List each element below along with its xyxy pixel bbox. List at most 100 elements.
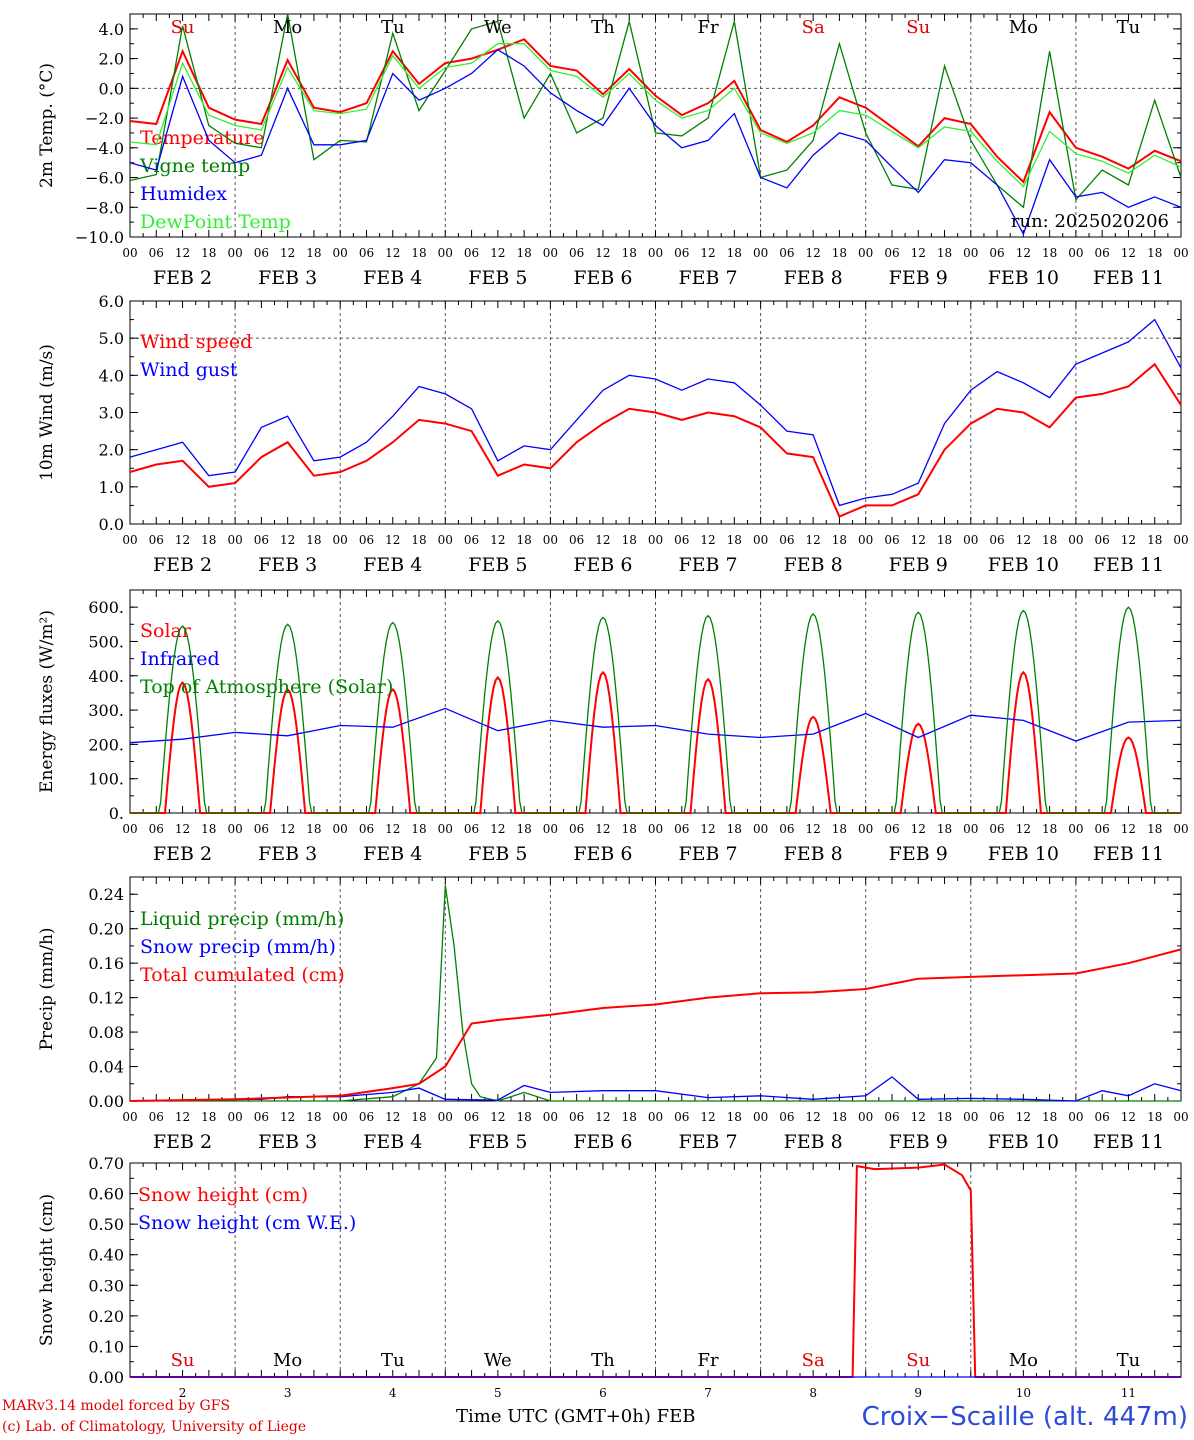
hour-tick-label: 00 bbox=[438, 822, 453, 836]
hour-tick-label: 00 bbox=[648, 533, 663, 547]
hour-tick-label: 00 bbox=[543, 1110, 558, 1124]
day-label: FEB 6 bbox=[573, 267, 632, 289]
hour-tick-label: 00 bbox=[227, 822, 242, 836]
day-label: FEB 2 bbox=[153, 1131, 212, 1153]
hour-tick-label: 06 bbox=[674, 1110, 689, 1124]
day-number-label: 7 bbox=[704, 1386, 712, 1400]
hour-tick-label: 06 bbox=[674, 533, 689, 547]
day-label: FEB 6 bbox=[573, 1131, 632, 1153]
hour-tick-label: 18 bbox=[727, 822, 742, 836]
y-axis-label: 2m Temp. (°C) bbox=[37, 63, 57, 188]
hour-tick-label: 00 bbox=[1068, 822, 1083, 836]
y-tick-label: 0.40 bbox=[88, 1246, 124, 1265]
hour-tick-label: 06 bbox=[359, 1110, 374, 1124]
hour-tick-label: 18 bbox=[201, 246, 216, 260]
y-tick-label: −6.0 bbox=[85, 169, 124, 188]
series-line-total-cumulated-cm- bbox=[129, 948, 1182, 1102]
hour-tick-label: 06 bbox=[989, 1110, 1004, 1124]
hour-tick-label: 00 bbox=[963, 822, 978, 836]
day-number-label: 4 bbox=[389, 1386, 397, 1400]
series-line-dewpoint-temp bbox=[129, 43, 1182, 188]
y-tick-label: 0.04 bbox=[88, 1058, 124, 1077]
hour-tick-label: 00 bbox=[122, 246, 137, 260]
hour-tick-label: 18 bbox=[306, 533, 321, 547]
hour-tick-label: 00 bbox=[858, 533, 873, 547]
hour-tick-label: 00 bbox=[333, 822, 348, 836]
day-label: FEB 7 bbox=[678, 554, 737, 576]
weekday-label-bottom: Th bbox=[591, 1350, 615, 1371]
hour-tick-label: 18 bbox=[832, 822, 847, 836]
y-tick-label: −4.0 bbox=[85, 139, 124, 158]
hour-tick-label: 06 bbox=[149, 246, 164, 260]
hour-tick-label: 06 bbox=[989, 533, 1004, 547]
hour-tick-label: 00 bbox=[858, 1110, 873, 1124]
hour-tick-label: 06 bbox=[359, 533, 374, 547]
day-number-label: 11 bbox=[1121, 1386, 1136, 1400]
y-tick-label: 0.60 bbox=[88, 1185, 124, 1204]
hour-tick-label: 00 bbox=[858, 246, 873, 260]
hour-tick-label: 06 bbox=[464, 246, 479, 260]
hour-tick-label: 00 bbox=[1173, 822, 1188, 836]
day-number-label: 8 bbox=[809, 1386, 817, 1400]
hour-tick-label: 18 bbox=[306, 822, 321, 836]
hour-tick-label: 06 bbox=[149, 822, 164, 836]
weekday-label-top: Tu bbox=[381, 17, 405, 38]
hour-tick-label: 18 bbox=[622, 1110, 637, 1124]
hour-tick-label: 06 bbox=[149, 533, 164, 547]
hour-tick-label: 06 bbox=[989, 246, 1004, 260]
hour-tick-label: 18 bbox=[201, 1110, 216, 1124]
legend-entry: Top of Atmosphere (Solar) bbox=[140, 676, 393, 698]
hour-tick-label: 06 bbox=[674, 822, 689, 836]
y-tick-label: 2.0 bbox=[99, 441, 124, 460]
series-line-vigne-temp bbox=[129, 13, 1182, 209]
chart-panel-4: 0.00 0.04 0.08 0.12 0.16 0.20 0.24 Precip (mm/h… bbox=[37, 876, 1189, 1153]
hour-tick-label: 06 bbox=[254, 1110, 269, 1124]
hour-tick-label: 00 bbox=[1173, 246, 1188, 260]
hour-tick-label: 12 bbox=[1016, 533, 1031, 547]
y-tick-label: 3.0 bbox=[99, 404, 124, 423]
hour-tick-label: 00 bbox=[1173, 533, 1188, 547]
hour-tick-label: 12 bbox=[1121, 1110, 1136, 1124]
y-tick-label: 0.70 bbox=[88, 1154, 124, 1173]
hour-tick-label: 12 bbox=[911, 1110, 926, 1124]
hour-tick-label: 18 bbox=[516, 822, 531, 836]
day-label: FEB 4 bbox=[363, 843, 422, 865]
hour-tick-label: 00 bbox=[753, 533, 768, 547]
hour-tick-label: 18 bbox=[1147, 246, 1162, 260]
series-line-infrared bbox=[129, 707, 1182, 744]
hour-tick-label: 18 bbox=[201, 822, 216, 836]
y-tick-label: 0.10 bbox=[88, 1337, 124, 1356]
hour-tick-label: 12 bbox=[280, 1110, 295, 1124]
weekday-label-top: Mo bbox=[1009, 17, 1038, 38]
hour-tick-label: 12 bbox=[700, 246, 715, 260]
hour-tick-label: 18 bbox=[622, 822, 637, 836]
lab-credit: (c) Lab. of Climatology, University of L… bbox=[2, 1419, 307, 1435]
hour-tick-label: 12 bbox=[280, 533, 295, 547]
weekday-label-top: Mo bbox=[273, 17, 302, 38]
y-tick-label: 0.0 bbox=[99, 515, 124, 534]
day-label: FEB 8 bbox=[784, 267, 843, 289]
hour-tick-label: 12 bbox=[1016, 822, 1031, 836]
weekday-label-bottom: Tu bbox=[381, 1350, 405, 1371]
hour-tick-label: 06 bbox=[464, 822, 479, 836]
y-tick-label: 0. bbox=[109, 804, 124, 823]
y-tick-label: 0.20 bbox=[88, 1307, 124, 1326]
hour-tick-label: 12 bbox=[280, 822, 295, 836]
hour-tick-label: 18 bbox=[622, 533, 637, 547]
day-label: FEB 8 bbox=[784, 1131, 843, 1153]
hour-tick-label: 00 bbox=[543, 822, 558, 836]
day-label: FEB 5 bbox=[468, 267, 527, 289]
y-axis-label: Precip (mm/h) bbox=[37, 927, 57, 1050]
hour-tick-label: 18 bbox=[727, 533, 742, 547]
hour-tick-label: 12 bbox=[595, 822, 610, 836]
time-axis-label: Time UTC (GMT+0h) FEB bbox=[456, 1406, 696, 1427]
y-tick-label: 400. bbox=[88, 667, 124, 686]
hour-tick-label: 12 bbox=[175, 822, 190, 836]
hour-tick-label: 06 bbox=[779, 246, 794, 260]
hour-tick-label: 12 bbox=[385, 533, 400, 547]
hour-tick-label: 18 bbox=[622, 246, 637, 260]
y-tick-label: 0.0 bbox=[99, 79, 124, 98]
y-tick-label: 0.12 bbox=[88, 989, 124, 1008]
hour-tick-label: 18 bbox=[411, 246, 426, 260]
hour-tick-label: 06 bbox=[569, 533, 584, 547]
